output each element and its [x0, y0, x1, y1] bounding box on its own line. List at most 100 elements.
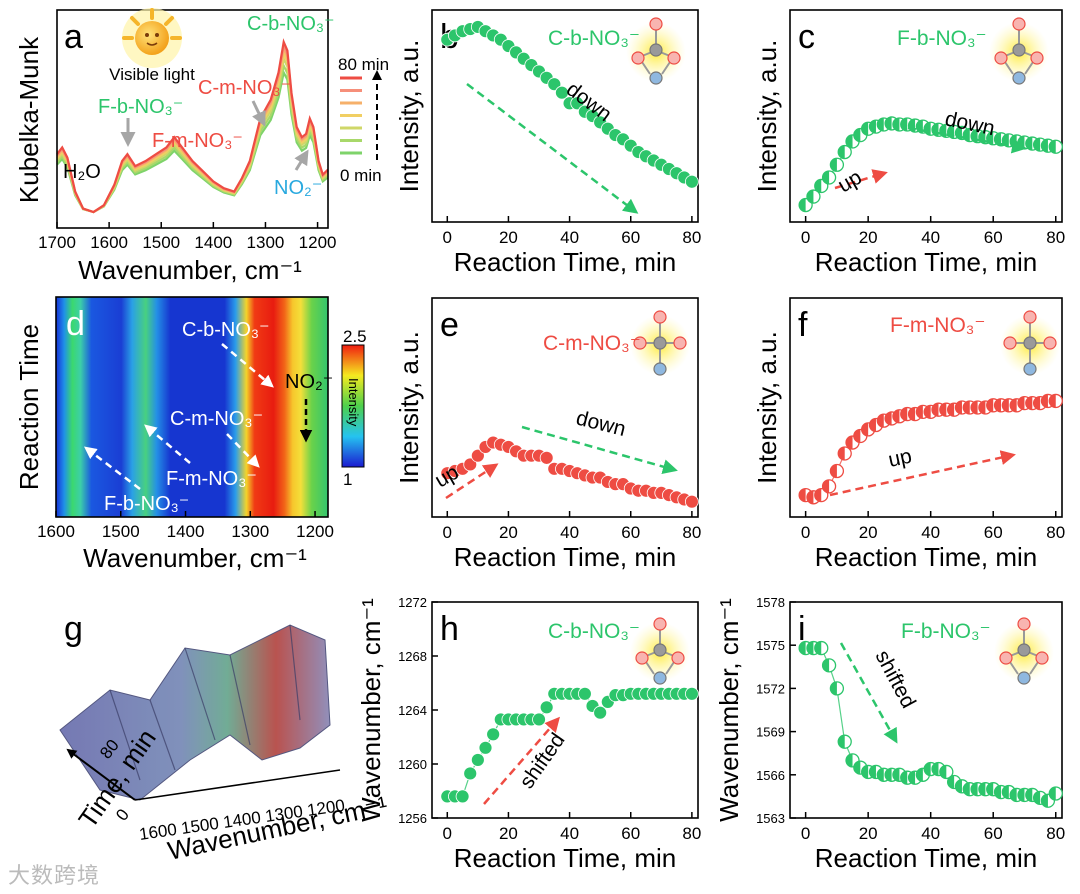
ytick-label: 1575: [756, 638, 785, 653]
nitrogen-atom: [653, 643, 667, 657]
titanium-atom: [1017, 671, 1031, 685]
d-xtick-label: 1500: [102, 522, 140, 541]
panel-e: 0 20 40 60 80 Reaction Time, min Intensity, a.…: [394, 297, 701, 572]
molecule-bond: [1029, 661, 1039, 675]
data-point-fill: [963, 782, 970, 796]
a-xtick-label: 1700: [38, 233, 76, 252]
ytick-label: 1264: [398, 703, 427, 718]
data-point: [593, 705, 608, 720]
trend-arrow: [829, 450, 1016, 497]
data-point-fill: [971, 401, 978, 414]
trend-label: shifted: [515, 729, 569, 793]
data-point-fill: [885, 768, 892, 782]
data-point-fill: [986, 782, 994, 796]
xtick-label: 80: [682, 824, 701, 843]
data-point-fill: [978, 130, 986, 144]
xtick-label: 40: [560, 824, 579, 843]
xtick-label: 0: [801, 824, 810, 843]
nitrate-molecule-icon: [994, 617, 1054, 685]
xtick-label: 60: [984, 228, 1003, 247]
xtick-label: 20: [499, 523, 518, 542]
visible-light-label: Visible light: [109, 65, 195, 84]
xtick-label: 80: [682, 228, 701, 247]
ytick-label: 1260: [398, 757, 427, 772]
titanium-atom: [1023, 362, 1037, 376]
wavenumber-axis: [134, 769, 341, 801]
species-label: F-b-NO₃⁻: [901, 620, 991, 643]
time-axis-arrow: [66, 748, 136, 801]
data-point: [463, 457, 478, 472]
a-xtick-label: 1500: [142, 233, 180, 252]
data-point-fill: [806, 190, 814, 204]
panel-e-ylabel: Intensity, a.u.: [394, 331, 424, 484]
panel-g: g 80 0 Time, min 1600 1500 1400 1300 1200 Wa…: [59, 610, 390, 866]
data-point-fill: [1017, 396, 1025, 410]
panel-i-ylabel: Wavenumber, cm⁻¹: [714, 598, 744, 822]
panel-b: 0 20 40 60 80 Reaction Time, min Intensity, a.…: [394, 9, 701, 277]
arrow-a-no2: [294, 149, 309, 171]
oxygen-atom: [1017, 617, 1031, 631]
annot-a-fm: F-m-NO₃⁻: [152, 130, 243, 152]
data-point-fill: [978, 782, 986, 796]
data-point: [539, 450, 554, 465]
data-point-fill: [822, 170, 830, 184]
data-point-fill: [916, 405, 923, 419]
data-point-fill: [846, 134, 853, 148]
d-xtick-label: 1200: [296, 522, 334, 541]
data-point-fill: [908, 407, 916, 421]
annot-d-fb: F-b-NO₃⁻: [104, 493, 189, 515]
data-point-fill: [1002, 785, 1009, 799]
ytick-label: 1256: [398, 811, 427, 826]
panel-d: 1600 1500 1400 1300 1200 d Wavenumber, cm⁻¹ …: [14, 296, 367, 573]
panel-c-label: c: [798, 18, 815, 56]
oxygen-atom: [653, 617, 667, 631]
data-point-fill: [1041, 139, 1048, 153]
data-point-fill: [1041, 794, 1048, 808]
trend-label: shifted: [871, 647, 920, 712]
data-point-fill: [830, 158, 837, 172]
data-point-fill: [1049, 394, 1056, 408]
oxygen-atom: [631, 51, 645, 65]
panel-a: 1700 1600 1500 1400 1300 1200 a Wavenumber, c…: [14, 8, 389, 285]
trend-label: down: [574, 407, 628, 441]
panel-a-frame: [56, 9, 329, 229]
oxygen-atom: [1043, 336, 1057, 350]
data-point-fill: [806, 490, 814, 504]
surface-plot: [59, 624, 331, 801]
species-label: F-m-NO₃⁻: [890, 314, 985, 337]
species-label: C-m-NO₃⁻: [543, 332, 641, 355]
ytick-label: 1572: [756, 681, 785, 696]
data-point-fill: [869, 120, 876, 134]
oxygen-atom: [1030, 51, 1044, 65]
panel-f: 0 20 40 60 80 Reaction Time, min Intensity, a.…: [752, 297, 1065, 572]
colorbar: [341, 344, 365, 468]
data-point: [539, 700, 554, 715]
oxygen-atom: [1012, 17, 1026, 31]
data-point: [684, 686, 699, 701]
data-point-fill: [892, 768, 900, 782]
panel-i-xlabel: Reaction Time, min: [815, 843, 1038, 873]
legend-bottom-label: 0 min: [340, 166, 382, 185]
panel-f-ylabel: Intensity, a.u.: [752, 331, 782, 484]
a-xtick-label: 1400: [194, 233, 232, 252]
arrow-d-cb: [221, 343, 274, 388]
nitrate-molecule-icon: [626, 17, 686, 85]
molecule-bond: [645, 661, 655, 675]
annot-a-cb: C-b-NO₃⁻: [247, 13, 335, 35]
a-xtick-label: 1300: [247, 233, 285, 252]
colorbar-label: Intensity: [346, 378, 361, 427]
d-xtick-label: 1400: [167, 522, 205, 541]
data-point-fill: [822, 479, 830, 493]
xtick-label: 20: [499, 824, 518, 843]
xtick-label: 40: [921, 228, 940, 247]
xtick-label: 40: [560, 228, 579, 247]
annot-d-cm: C-m-NO₃⁻: [170, 408, 263, 430]
data-point-fill: [1049, 140, 1056, 154]
data-point-fill: [846, 753, 853, 767]
oxygen-atom: [673, 336, 687, 350]
xtick-label: 0: [443, 523, 452, 542]
data-point-fill: [900, 117, 908, 131]
colorbar-max: 2.5: [343, 327, 367, 346]
data-point: [463, 766, 478, 781]
